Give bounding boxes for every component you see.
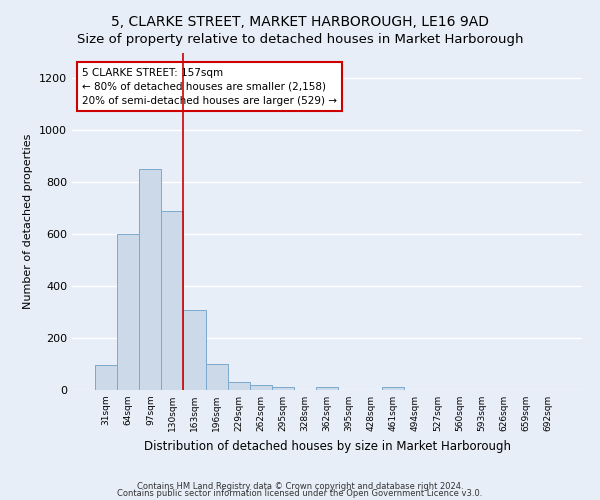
Bar (250, 385, 272, 390)
Bar (117, 234, 139, 390)
Bar (272, 386, 294, 390)
Y-axis label: Number of detached properties: Number of detached properties (23, 134, 34, 309)
Bar (139, 169, 161, 390)
Text: Size of property relative to detached houses in Market Harborough: Size of property relative to detached ho… (77, 32, 523, 46)
Text: 5 CLARKE STREET: 157sqm
← 80% of detached houses are smaller (2,158)
20% of semi: 5 CLARKE STREET: 157sqm ← 80% of detache… (82, 68, 337, 106)
Bar (184, 310, 206, 390)
Text: Contains public sector information licensed under the Open Government Licence v3: Contains public sector information licen… (118, 490, 482, 498)
Bar (161, 212, 184, 390)
Bar (382, 386, 404, 390)
Text: Contains HM Land Registry data © Crown copyright and database right 2024.: Contains HM Land Registry data © Crown c… (137, 482, 463, 491)
Bar (95, 365, 117, 390)
Text: 5, CLARKE STREET, MARKET HARBOROUGH, LE16 9AD: 5, CLARKE STREET, MARKET HARBOROUGH, LE1… (111, 15, 489, 29)
Bar (316, 388, 338, 390)
Bar (227, 382, 250, 390)
Bar (206, 364, 227, 390)
X-axis label: Distribution of detached houses by size in Market Harborough: Distribution of detached houses by size … (143, 440, 511, 452)
